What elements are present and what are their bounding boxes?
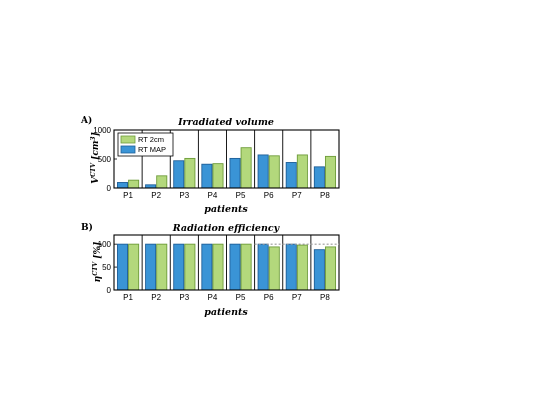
panel-b-y-tick-label: 100 <box>98 240 112 249</box>
panel-a-x-tick-label: P6 <box>264 191 274 200</box>
panel-a-x-tick-label: P8 <box>320 191 330 200</box>
panel-a-x-axis-label: patients <box>204 204 248 215</box>
panel-b-bars <box>116 243 337 291</box>
panel-a-x-tick-label: P2 <box>151 191 161 200</box>
panel-a-bar-rt-map-p3 <box>173 160 185 189</box>
panel-a-bar-rt-2cm-p2 <box>156 175 168 189</box>
panel-a-bar-rt-map-p1 <box>116 182 129 189</box>
panel-a-y-axis-label: VCTV [cm3] <box>90 132 101 184</box>
panel-b-bar-rt-2cm-p2 <box>156 243 168 291</box>
panel-b-y-tick-label: 50 <box>102 263 111 272</box>
panel-b-title: Radiation efficiency <box>172 223 281 234</box>
panel-b-x-tick-label: P1 <box>123 293 133 302</box>
panel-a-bar-rt-2cm-p7 <box>296 154 308 189</box>
panel-a-bar-rt-map-p5 <box>229 157 241 189</box>
panel-a-x-tick-label: P4 <box>208 191 218 200</box>
panel-b-bar-rt-2cm-p4 <box>212 243 224 291</box>
panel-b-bar-rt-2cm-p6 <box>268 246 280 291</box>
panel-a-bar-rt-2cm-p5 <box>240 147 252 189</box>
legend-swatch-rt-map <box>120 145 136 154</box>
panel-b-x-tick-label: P7 <box>292 293 302 302</box>
panel-b-x-tick-label: P5 <box>236 293 246 302</box>
panel-b-bar-rt-map-p6 <box>257 243 269 291</box>
legend: RT 2cm RT MAP <box>117 132 174 157</box>
panel-a-y-tick-label: 1000 <box>93 126 111 135</box>
panel-b-x-tick-label: P4 <box>208 293 218 302</box>
legend-label-rt-map: RT MAP <box>138 145 166 154</box>
panel-a-bar-rt-map-p7 <box>285 162 297 189</box>
panel-a-bar-rt-2cm-p6 <box>268 155 280 189</box>
panel-b-bar-rt-2cm-p5 <box>240 243 252 291</box>
panel-a-x-tick-label: P5 <box>236 191 246 200</box>
panel-a-label: A) <box>80 115 92 126</box>
panel-a-bar-rt-map-p4 <box>201 163 213 189</box>
panel-b-x-axis-label: patients <box>204 307 248 318</box>
panel-b-bar-rt-map-p2 <box>145 243 157 291</box>
panel-b-bar-rt-2cm-p8 <box>324 246 337 291</box>
panel-b-bar-rt-map-p7 <box>285 243 297 291</box>
panel-a-x-tick-label: P3 <box>179 191 189 200</box>
legend-swatch-rt-2cm <box>120 135 136 144</box>
panel-b-bar-rt-2cm-p1 <box>128 243 140 291</box>
panel-b-bar-rt-map-p8 <box>313 249 325 291</box>
panel-b-x-tick-label: P2 <box>151 293 161 302</box>
panel-b-axes: P1 P2 P3 P4 P5 P6 P7 P8 0 50 100 <box>98 234 340 302</box>
panel-b-bar-rt-2cm-p7 <box>296 244 308 291</box>
panel-b-x-tick-label: P8 <box>320 293 330 302</box>
panel-a-axes: P1 P2 P3 P4 P5 P6 P7 P8 0 500 1000 <box>93 126 340 200</box>
panel-b: B) Radiation efficiency P1 P2 P3 P4 P5 P6 P7 P8… <box>81 222 340 318</box>
panel-a: A) Irradiated volume P1 P2 P3 P4 P5 P6 P7 P8 0 50… <box>80 115 340 215</box>
panel-a-bar-rt-2cm-p1 <box>128 179 140 189</box>
panel-b-x-tick-label: P6 <box>264 293 274 302</box>
panel-b-bar-rt-map-p3 <box>173 243 185 291</box>
panel-b-bar-rt-map-p4 <box>201 243 213 291</box>
panel-a-y-tick-label: 0 <box>107 184 112 193</box>
panel-a-y-tick-label: 500 <box>98 155 112 164</box>
panel-b-bar-rt-map-p1 <box>116 243 129 291</box>
panel-a-x-tick-label: P1 <box>123 191 133 200</box>
panel-b-bar-rt-map-p5 <box>229 243 241 291</box>
panel-a-bars <box>116 147 337 189</box>
panel-b-x-tick-label: P3 <box>179 293 189 302</box>
panel-a-bar-rt-2cm-p8 <box>324 155 337 189</box>
panel-a-title: Irradiated volume <box>177 117 274 128</box>
panel-a-bar-rt-map-p8 <box>313 166 325 189</box>
panel-a-bar-rt-map-p6 <box>257 154 269 189</box>
legend-label-rt-2cm: RT 2cm <box>138 135 164 144</box>
panel-b-bar-rt-2cm-p3 <box>184 243 196 291</box>
panel-a-x-tick-label: P7 <box>292 191 302 200</box>
panel-a-bar-rt-2cm-p4 <box>212 163 224 189</box>
panel-b-y-tick-label: 0 <box>107 286 112 295</box>
panel-b-y-axis-label: ηCTV [%] <box>92 242 103 283</box>
panel-a-bar-rt-2cm-p3 <box>184 157 196 189</box>
panel-b-label: B) <box>81 222 93 233</box>
